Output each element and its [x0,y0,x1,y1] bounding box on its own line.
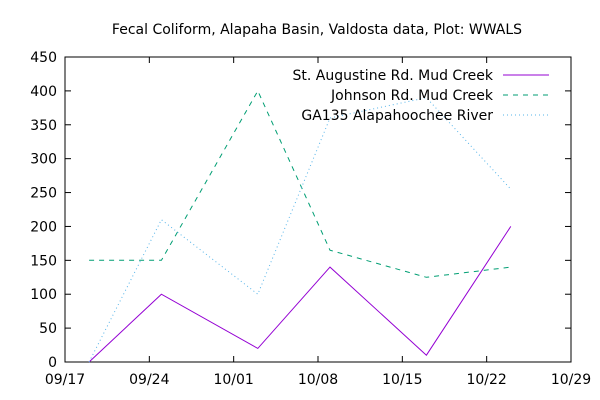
series-line [89,89,511,278]
data-point [426,277,427,278]
y-tick-label: 450 [30,50,57,66]
y-tick-label: 150 [30,253,57,269]
x-tick-label: 10/01 [213,372,253,388]
plot-border [64,56,572,363]
data-point [89,260,90,261]
plot-frame [64,56,572,363]
data-point [426,355,427,356]
y-tick-label: 200 [30,219,57,235]
legend-item: St. Augustine Rd. Mud Creek [293,68,549,84]
x-tick-label: 10/08 [298,372,338,388]
y-tick-label: 100 [30,287,57,303]
data-point [510,189,511,190]
series-layer [88,89,512,363]
legend: St. Augustine Rd. Mud Creek Johnson Rd. M… [293,68,549,124]
data-point [510,226,511,227]
y-tick-label: 300 [30,152,57,168]
series-1 [88,226,512,363]
x-tick-label: 10/15 [382,372,422,388]
chart-title: Fecal Coliform, Alapaha Basin, Valdosta … [112,22,522,38]
data-point [161,260,162,261]
x-tick-label: 09/24 [129,372,169,388]
series-line [88,226,512,363]
y-tick-label: 50 [39,321,57,337]
y-tick-label: 350 [30,118,57,134]
x-tick-label: 10/22 [466,372,506,388]
legend-label: Johnson Rd. Mud Creek [330,88,494,104]
data-point [330,267,331,268]
series-3 [88,97,512,363]
y-tick-label: 0 [48,355,57,371]
data-point [510,267,511,268]
y-tick-label: 250 [30,186,57,202]
data-point [89,362,90,363]
legend-item: GA135 Alapahoochee River [301,108,549,124]
data-point [257,90,258,91]
series-2 [89,89,511,278]
data-point [161,219,162,220]
data-point [161,294,162,295]
legend-item: Johnson Rd. Mud Creek [330,88,549,104]
y-tick-label: 400 [30,84,57,100]
x-axis: 09/17 09/24 10/01 10/08 10/15 10/22 10/29 [45,57,591,388]
x-tick-label: 09/17 [45,372,85,388]
data-point [330,250,331,251]
legend-label: St. Augustine Rd. Mud Creek [293,68,494,84]
y-axis: 0 50 100 150 200 250 300 350 400 450 [30,50,571,371]
series-line [88,97,512,363]
data-point [257,294,258,295]
legend-label: GA135 Alapahoochee River [301,108,493,124]
x-tick-label: 10/29 [551,372,591,388]
data-point [257,348,258,349]
